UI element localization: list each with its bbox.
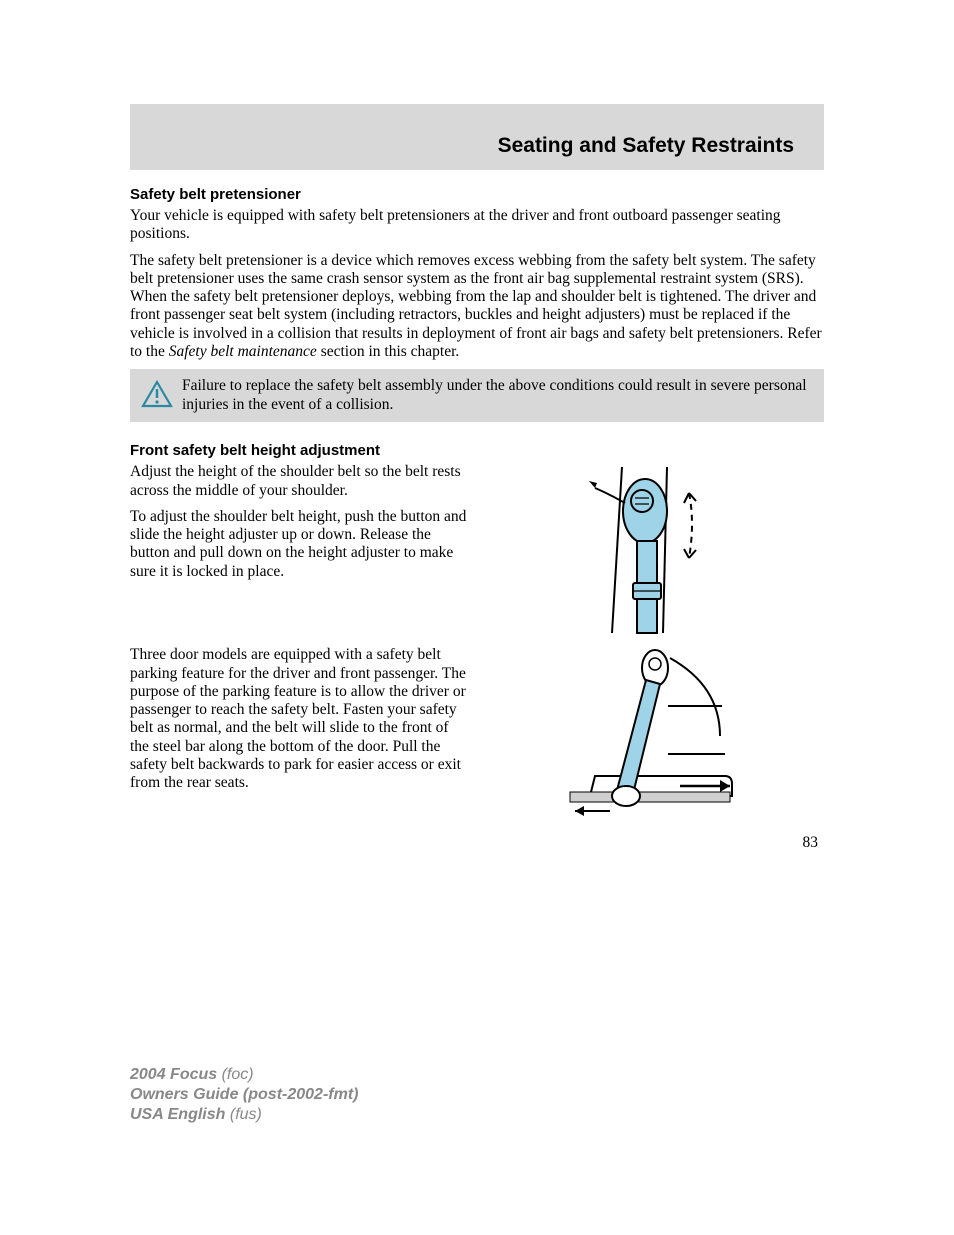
para2-text-b: section in this chapter. xyxy=(317,343,459,360)
height-adjust-diagram-col xyxy=(490,463,824,638)
footer-model-code: (foc) xyxy=(217,1066,253,1083)
height-adjust-para1: Adjust the height of the shoulder belt s… xyxy=(130,463,470,500)
chapter-title: Seating and Safety Restraints xyxy=(130,134,794,158)
warning-text: Failure to replace the safety belt assem… xyxy=(182,377,807,412)
footer-line-3: USA English (fus) xyxy=(130,1105,358,1125)
section-heading-pretensioner: Safety belt pretensioner xyxy=(130,186,824,203)
belt-parking-feature-diagram xyxy=(560,646,755,826)
footer-line-2: Owners Guide (post-2002-fmt) xyxy=(130,1085,358,1105)
pretensioner-detail-paragraph: The safety belt pretensioner is a device… xyxy=(130,252,824,362)
page-number: 83 xyxy=(130,834,824,852)
height-adjust-row: Adjust the height of the shoulder belt s… xyxy=(130,463,824,638)
parking-feature-diagram-col xyxy=(490,646,824,826)
footer-lang: USA English xyxy=(130,1106,225,1123)
para2-italic-ref: Safety belt maintenance xyxy=(169,343,317,360)
height-adjust-text-col: Adjust the height of the shoulder belt s… xyxy=(130,463,470,638)
pretensioner-intro-paragraph: Your vehicle is equipped with safety bel… xyxy=(130,207,824,244)
chapter-header-banner: Seating and Safety Restraints xyxy=(130,104,824,170)
warning-callout: Failure to replace the safety belt assem… xyxy=(130,369,824,422)
footer-line-1: 2004 Focus (foc) xyxy=(130,1065,358,1085)
section-heading-height-adjust: Front safety belt height adjustment xyxy=(130,442,824,459)
document-footer: 2004 Focus (foc) Owners Guide (post-2002… xyxy=(130,1065,358,1125)
footer-model: 2004 Focus xyxy=(130,1066,217,1083)
parking-feature-row: Three door models are equipped with a sa… xyxy=(130,646,824,826)
page-content: Seating and Safety Restraints Safety bel… xyxy=(0,0,954,852)
parking-feature-para: Three door models are equipped with a sa… xyxy=(130,646,470,792)
parking-feature-text-col: Three door models are equipped with a sa… xyxy=(130,646,470,826)
warning-triangle-icon xyxy=(140,379,174,414)
footer-lang-code: (fus) xyxy=(225,1106,261,1123)
belt-height-adjuster-diagram xyxy=(567,463,747,638)
height-adjust-para2: To adjust the shoulder belt height, push… xyxy=(130,508,470,581)
footer-guide: Owners Guide (post-2002-fmt) xyxy=(130,1086,358,1103)
